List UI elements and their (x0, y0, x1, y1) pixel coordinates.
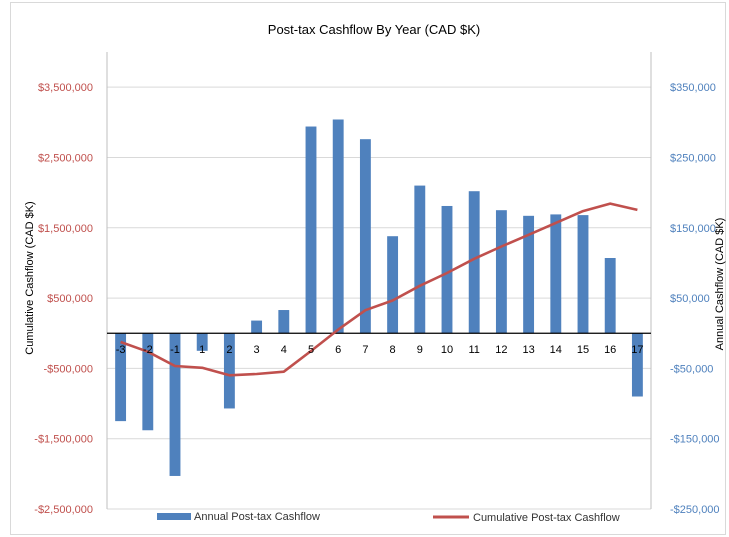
gridlines (107, 86, 651, 510)
tick-labels: $3,500,000 $2,500,000 $1,500,000 $500,000 -$… (34, 82, 719, 516)
y-left-tick-label: -$1,500,000 (34, 434, 93, 446)
x-tick-label: 10 (441, 344, 453, 356)
bar-annual (577, 215, 589, 334)
bar-annual (468, 191, 480, 334)
x-tick-label: 16 (604, 344, 616, 356)
chart-frame: Post-tax Cashflow By Year (CAD $K) $3,50… (10, 2, 726, 535)
bar-annual (278, 310, 290, 334)
y-left-tick-label: -$500,000 (43, 363, 93, 375)
chart-title: Post-tax Cashflow By Year (CAD $K) (268, 22, 480, 37)
chart-canvas: Post-tax Cashflow By Year (CAD $K) $3,50… (24, 22, 726, 524)
y-left-axis-title: Cumulative Cashflow (CAD $K) (24, 201, 36, 354)
x-tick-label: 3 (254, 344, 260, 356)
legend: Annual Post-tax Cashflow Cumulative Post… (157, 511, 620, 524)
bar-annual (495, 210, 507, 334)
y-right-tick-label: $350,000 (670, 82, 716, 94)
cumulative-line (120, 202, 638, 377)
x-tick-label: 2 (226, 344, 232, 356)
y-left-tick-label: $500,000 (47, 293, 93, 305)
x-tick-label: 5 (308, 344, 314, 356)
bar-annual (414, 185, 426, 334)
legend-label-annual: Annual Post-tax Cashflow (194, 511, 320, 523)
bar-annual (523, 215, 535, 334)
y-right-tick-label: $250,000 (670, 152, 716, 164)
bar-annual (142, 333, 154, 431)
y-left-tick-label: $3,500,000 (38, 82, 93, 94)
bar-annual (359, 139, 371, 334)
bar-annual (251, 320, 263, 334)
x-tick-label: -1 (170, 344, 180, 356)
bar-annual (550, 214, 562, 334)
x-tick-label: 4 (281, 344, 287, 356)
y-right-tick-label: -$150,000 (670, 434, 720, 446)
x-tick-label: 13 (522, 344, 534, 356)
bar-annual (196, 333, 208, 351)
x-tick-label: 15 (577, 344, 589, 356)
x-tick-label: 6 (335, 344, 341, 356)
bar-annual (223, 333, 235, 409)
x-tick-label: 7 (362, 344, 368, 356)
bar-annual (604, 258, 616, 334)
y-right-tick-label: $150,000 (670, 223, 716, 235)
y-left-tick-label: $1,500,000 (38, 223, 93, 235)
x-tick-label: 17 (631, 344, 643, 356)
annual-bars (115, 119, 643, 476)
axes (106, 52, 652, 509)
x-tick-label: 14 (550, 344, 562, 356)
bar-annual (115, 333, 127, 422)
x-tick-label: -2 (143, 344, 153, 356)
x-tick-label: 9 (417, 344, 423, 356)
x-tick-label: 8 (390, 344, 396, 356)
line-cumulative (120, 202, 638, 377)
x-tick-label: 12 (495, 344, 507, 356)
y-left-tick-label: $2,500,000 (38, 152, 93, 164)
x-tick-label: 11 (468, 344, 479, 356)
y-right-tick-label: -$250,000 (670, 504, 720, 516)
bar-annual (332, 119, 344, 334)
x-tick-label: -3 (116, 344, 126, 356)
legend-label-cumulative: Cumulative Post-tax Cashflow (473, 512, 620, 524)
y-right-tick-label: $50,000 (670, 293, 710, 305)
bar-annual (441, 205, 453, 334)
y-right-axis-title: Annual Cashflow (CAD $K) (714, 218, 726, 351)
x-tick-label: 1 (199, 344, 205, 356)
y-right-tick-label: -$50,000 (670, 363, 713, 375)
bar-annual (631, 333, 643, 397)
bar-annual (169, 333, 181, 476)
bar-annual (387, 236, 399, 334)
bar-annual (305, 126, 317, 334)
y-left-tick-label: -$2,500,000 (34, 504, 93, 516)
legend-swatch-annual (157, 513, 191, 520)
